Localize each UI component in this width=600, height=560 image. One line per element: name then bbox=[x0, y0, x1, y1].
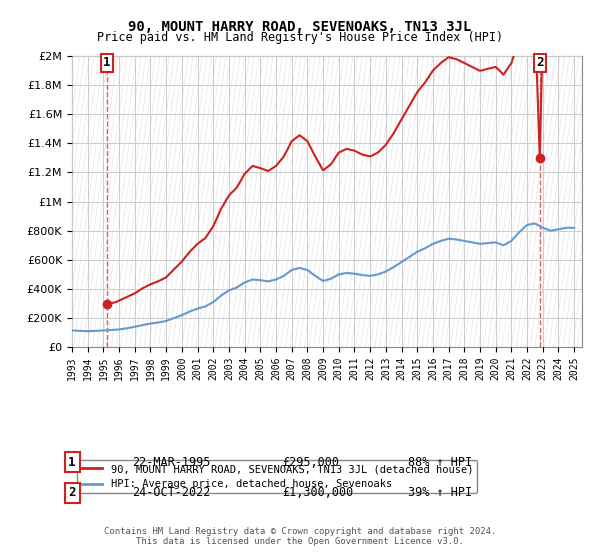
Text: 90, MOUNT HARRY ROAD, SEVENOAKS, TN13 3JL: 90, MOUNT HARRY ROAD, SEVENOAKS, TN13 3J… bbox=[128, 20, 472, 34]
Text: 22-MAR-1995: 22-MAR-1995 bbox=[132, 455, 211, 469]
Text: £1,300,000: £1,300,000 bbox=[282, 486, 353, 500]
Text: 1: 1 bbox=[103, 56, 110, 69]
Text: Contains HM Land Registry data © Crown copyright and database right 2024.
This d: Contains HM Land Registry data © Crown c… bbox=[104, 526, 496, 546]
Text: Price paid vs. HM Land Registry's House Price Index (HPI): Price paid vs. HM Land Registry's House … bbox=[97, 31, 503, 44]
Text: 2: 2 bbox=[536, 56, 544, 69]
Text: 24-OCT-2022: 24-OCT-2022 bbox=[132, 486, 211, 500]
Text: 88% ↑ HPI: 88% ↑ HPI bbox=[408, 455, 472, 469]
Text: 39% ↑ HPI: 39% ↑ HPI bbox=[408, 486, 472, 500]
Text: 2: 2 bbox=[68, 486, 76, 500]
Text: 1: 1 bbox=[68, 455, 76, 469]
Text: £295,000: £295,000 bbox=[282, 455, 339, 469]
Legend: 90, MOUNT HARRY ROAD, SEVENOAKS, TN13 3JL (detached house), HPI: Average price, : 90, MOUNT HARRY ROAD, SEVENOAKS, TN13 3J… bbox=[77, 460, 477, 493]
